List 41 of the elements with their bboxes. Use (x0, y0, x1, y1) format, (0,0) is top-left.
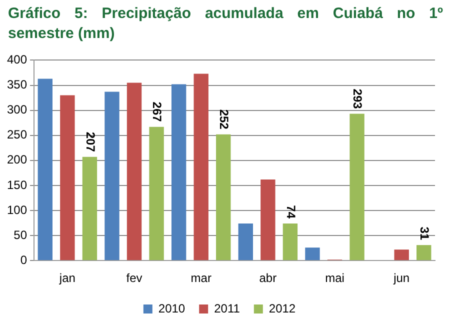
y-tick-label: 150 (6, 178, 28, 192)
data-label: 267 (150, 102, 164, 122)
bar (126, 82, 142, 260)
x-tick-label: abr (259, 271, 277, 286)
bar (171, 84, 186, 260)
legend-label: 2012 (268, 301, 296, 316)
data-label: 207 (83, 132, 98, 152)
x-tick-label: mai (325, 271, 344, 286)
x-tick-label: jun (392, 271, 410, 286)
data-label: 74 (284, 205, 298, 219)
bar (282, 224, 298, 260)
y-tick-label: 50 (14, 228, 28, 242)
x-tick-label: mar (190, 271, 212, 286)
bar (238, 224, 253, 260)
y-tick-label: 200 (6, 152, 28, 167)
data-label: 252 (217, 109, 232, 130)
bar (350, 114, 364, 260)
bar (149, 126, 164, 260)
bar (60, 95, 75, 260)
chart-title: Gráfico 5: Precipitação acumulada em Cuiabá no 1º semestre (mm) (8, 4, 443, 44)
y-tick-label: 350 (6, 78, 28, 92)
y-tick-label: 400 (6, 52, 28, 67)
bar (82, 156, 98, 260)
bar (416, 245, 432, 260)
bar (394, 250, 409, 260)
bar (194, 74, 208, 260)
x-tick-label: fev (126, 271, 142, 286)
y-tick-label: 0 (20, 252, 28, 267)
bar (260, 179, 276, 260)
y-tick-label: 250 (6, 128, 28, 142)
bar (305, 248, 320, 260)
data-label: 293 (350, 88, 365, 110)
x-tick-label: jan (58, 271, 76, 286)
y-tick-label: 100 (6, 202, 28, 217)
legend-label: 2010 (158, 301, 186, 316)
bar (38, 78, 53, 260)
bar (216, 134, 231, 260)
y-tick-label: 300 (6, 102, 28, 117)
data-label: 31 (418, 226, 432, 240)
bar (104, 92, 120, 260)
legend-label: 2011 (214, 301, 240, 316)
